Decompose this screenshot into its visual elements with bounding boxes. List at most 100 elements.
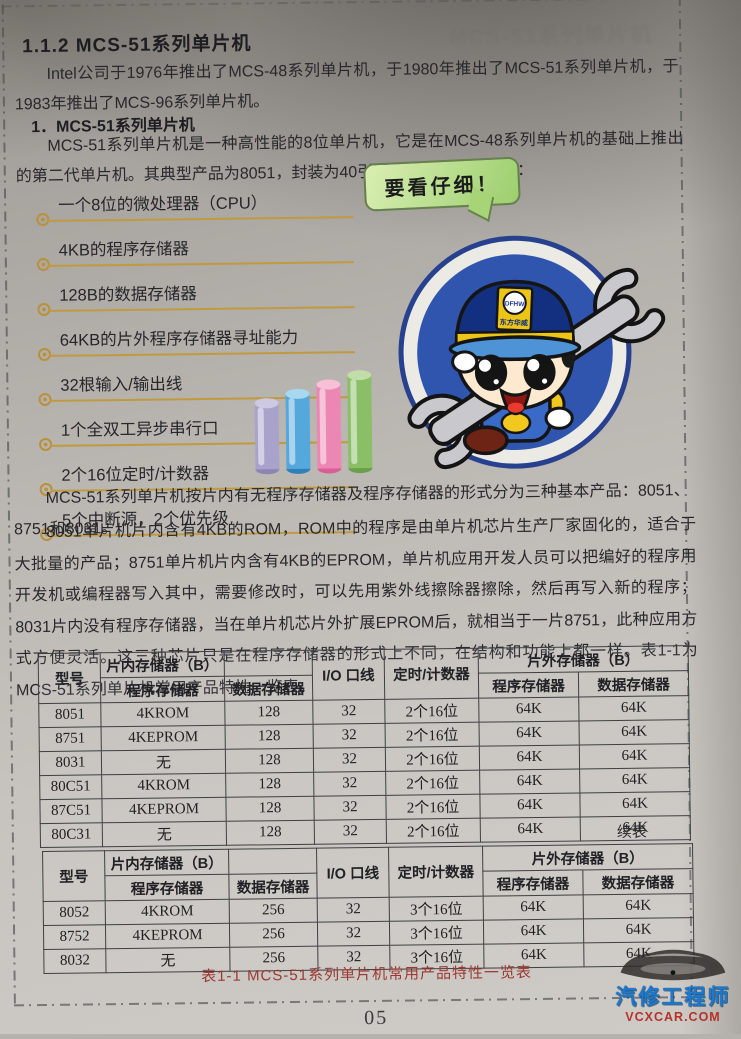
value-cell: 128 <box>225 796 315 822</box>
header-model: 型号 <box>38 652 101 704</box>
header-program-mem: 程序存储器 <box>100 676 225 703</box>
value-cell: 2个16位 <box>384 698 480 724</box>
value-cell: 无 <box>102 821 227 847</box>
watermark-title: 汽修工程师 <box>615 986 731 1009</box>
value-cell: 3个16位 <box>389 896 484 922</box>
continued-label: 续表 <box>616 823 647 842</box>
watermark: 汽修工程师 VCXCAR.COM <box>606 944 740 1024</box>
header-program-mem: 程序存储器 <box>478 671 579 699</box>
header-io: I/O 口线 <box>316 847 390 899</box>
value-cell: 64K <box>483 894 584 921</box>
value-cell: 4KEPROM <box>101 797 227 823</box>
value-cell: 64K <box>579 791 691 817</box>
value-cell: 32 <box>312 699 386 725</box>
value-cell: 2个16位 <box>385 722 480 748</box>
spec-table-2: 型号 片内存储器（B） I/O 口线 定时/计数器 片外存储器（B） 程序存储器… <box>42 843 695 975</box>
model-cell: 8751 <box>39 726 102 752</box>
feature-item: 4KB的程序存储器 <box>39 233 379 267</box>
value-cell: 无 <box>101 749 226 775</box>
page-border-bottom <box>13 996 691 1007</box>
header-data-mem: 数据存储器 <box>228 873 318 900</box>
value-cell: 32 <box>313 747 386 773</box>
value-cell: 64K <box>480 816 581 843</box>
value-cell: 64K <box>479 720 580 747</box>
value-cell: 32 <box>317 897 390 923</box>
cylinder <box>350 379 358 465</box>
model-cell: 87C51 <box>39 798 103 824</box>
cylinder <box>319 388 327 465</box>
value-cell: 64K <box>583 893 694 919</box>
value-cell: 4KEPROM <box>105 923 230 949</box>
value-cell: 128 <box>224 700 314 726</box>
value-cell: 128 <box>226 820 315 846</box>
header-data-mem: 数据存储器 <box>224 675 313 702</box>
sub-paragraph: MCS-51系列单片机是一种高性能的8位单片机，它是在MCS-48系列单片机的基… <box>15 130 684 186</box>
model-cell: 8051 <box>38 702 102 728</box>
feature-item: 一个8位的微处理器（CPU） <box>38 188 378 222</box>
mascot-shoe <box>462 425 509 456</box>
model-cell: 8031 <box>39 750 102 776</box>
value-cell: 256 <box>229 922 318 948</box>
value-cell: 128 <box>225 772 314 798</box>
cylinder <box>254 398 279 409</box>
spec-table-1: 型号 片内存储器（B） I/O 口线 定时/计数器 片外存储器（B） 程序存储器… <box>37 645 691 849</box>
header-io: I/O 口线 <box>312 649 385 701</box>
value-cell: 32 <box>313 771 386 797</box>
empty-header-cell <box>224 650 313 677</box>
car-logo-icon <box>620 949 726 981</box>
value-cell: 2个16位 <box>386 818 481 844</box>
header-timers: 定时/计数器 <box>388 846 484 898</box>
model-cell: 80C31 <box>40 822 103 848</box>
header-off-chip: 片外存储器（B） <box>478 645 689 674</box>
value-cell: 4KROM <box>100 701 226 727</box>
cylinder <box>316 379 341 390</box>
header-model: 型号 <box>42 850 106 902</box>
cylinder <box>257 407 265 466</box>
header-on-chip: 片内存储器（B） <box>100 651 225 678</box>
header-timers: 定时/计数器 <box>384 648 479 700</box>
model-cell: 8052 <box>43 900 106 926</box>
badge-logo-text: DFHW <box>505 300 526 308</box>
value-cell: 4KROM <box>101 773 226 799</box>
value-cell: 64K <box>479 768 580 795</box>
value-cell: 2个16位 <box>385 794 481 820</box>
feature-item: 64KB的片外程序存储器寻址能力 <box>40 323 380 357</box>
value-cell: 2个16位 <box>385 770 480 796</box>
speech-bubble: 要看仔细！ <box>362 156 521 223</box>
header-data-mem: 数据存储器 <box>582 868 694 895</box>
value-cell: 4KEPROM <box>101 725 226 751</box>
section-heading: 1.1.2 MCS-51系列单片机 <box>22 33 252 58</box>
feature-item: 128B的数据存储器 <box>39 278 379 312</box>
mascot-head: DFHW 东方华威 <box>448 279 582 416</box>
value-cell: 64K <box>583 917 694 943</box>
value-cell: 64K <box>478 696 580 723</box>
value-cell: 64K <box>483 918 584 945</box>
mascot-illustration: DFHW 东方华威 <box>398 235 666 470</box>
value-cell: 256 <box>229 898 318 924</box>
watermark-site: VCXCAR.COM <box>625 1010 721 1024</box>
cylinder-chart <box>254 370 373 475</box>
model-cell: 80C51 <box>39 774 102 800</box>
cylinder <box>347 370 372 381</box>
intro-paragraph: Intel公司于1976年推出了MCS-48系列单片机，于1980年推出了MCS… <box>14 58 679 114</box>
header-program-mem: 程序存储器 <box>104 874 230 901</box>
value-cell: 64K <box>579 743 690 769</box>
value-cell: 64K <box>479 744 580 771</box>
value-cell: 4KROM <box>105 899 230 925</box>
mascot-glove <box>451 350 479 374</box>
mascot-glove <box>544 406 574 430</box>
value-cell: 64K <box>579 719 690 745</box>
helmet-badge: DFHW 东方华威 <box>495 285 534 332</box>
value-cell: 32 <box>313 795 387 821</box>
cylinder <box>285 388 310 399</box>
value-cell: 32 <box>314 819 387 845</box>
value-cell: 2个16位 <box>385 746 480 772</box>
value-cell: 32 <box>317 921 390 947</box>
page-number: 05 <box>363 1006 389 1030</box>
value-cell: 64K <box>579 767 690 793</box>
value-cell: 32 <box>313 723 386 749</box>
badge-company-text: 东方华威 <box>500 317 529 327</box>
value-cell: 128 <box>225 748 314 774</box>
header-off-chip: 片外存储器（B） <box>482 843 693 872</box>
